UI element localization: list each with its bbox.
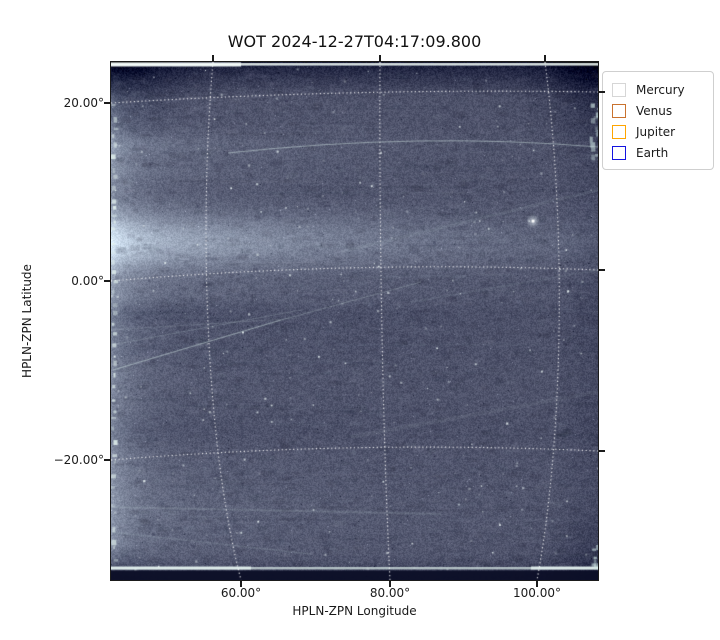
legend-label-venus: Venus (636, 103, 673, 118)
axis-tick (104, 459, 111, 461)
axis-tick (536, 580, 538, 587)
y-axis-label: HPLN-ZPN Latitude (20, 264, 34, 378)
y-tick-label-0: 0.00° (71, 274, 104, 288)
y-tick-label-20: 20.00° (63, 96, 104, 110)
x-axis-label: HPLN-ZPN Longitude (292, 604, 417, 618)
axis-tick (544, 55, 546, 62)
x-tick-label-60: 60.00° (220, 586, 262, 600)
jupiter-swatch-icon (612, 124, 626, 139)
legend-item-venus: Venus (612, 100, 704, 121)
sky-image (111, 62, 598, 580)
legend-item-earth: Earth (612, 142, 704, 163)
axis-tick (598, 450, 605, 452)
venus-swatch-icon (612, 103, 626, 118)
legend-item-jupiter: Jupiter (612, 121, 704, 142)
axis-tick (212, 55, 214, 62)
axis-tick (598, 91, 605, 93)
chart-title: WOT 2024-12-27T04:17:09.800 (227, 32, 482, 51)
axis-tick (240, 580, 242, 587)
x-tick-label-100: 100.00° (513, 586, 561, 600)
x-tick-label-80: 80.00° (369, 586, 411, 600)
axis-tick (104, 102, 111, 104)
y-tick-label-neg20: −20.00° (53, 453, 104, 467)
mercury-swatch-icon (612, 82, 626, 97)
plot-area (110, 61, 599, 581)
legend-label-mercury: Mercury (636, 82, 685, 97)
legend-label-jupiter: Jupiter (636, 124, 676, 139)
legend-label-earth: Earth (636, 145, 669, 160)
axis-tick (598, 269, 605, 271)
legend-item-mercury: Mercury (612, 79, 704, 100)
axis-tick (379, 55, 381, 62)
legend: Mercury Venus Jupiter Earth (602, 71, 714, 170)
axis-tick (389, 580, 391, 587)
earth-swatch-icon (612, 145, 626, 160)
axis-tick (104, 280, 111, 282)
